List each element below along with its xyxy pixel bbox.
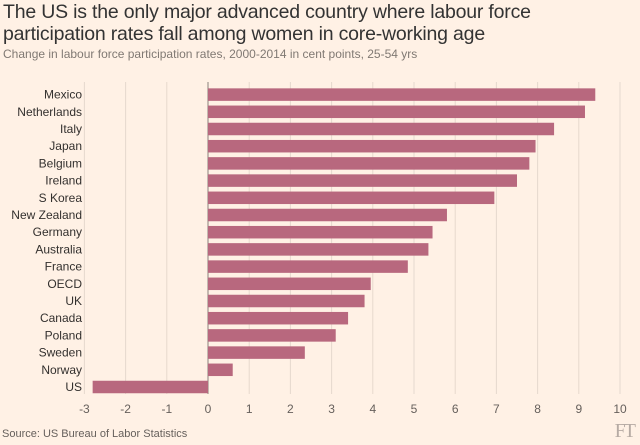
x-tick-label: -2 bbox=[120, 402, 131, 416]
category-label: Japan bbox=[49, 139, 82, 153]
x-tick-label: 10 bbox=[613, 402, 627, 416]
bar bbox=[208, 329, 336, 342]
x-tick-label: 7 bbox=[493, 402, 500, 416]
category-label: Belgium bbox=[39, 156, 82, 170]
chart-subtitle: Change in labour force participation rat… bbox=[3, 47, 418, 61]
bar bbox=[208, 139, 536, 153]
category-label: Ireland bbox=[45, 174, 82, 188]
bar bbox=[208, 243, 429, 256]
bar bbox=[208, 346, 305, 359]
bar bbox=[208, 191, 495, 205]
x-tick-label: 1 bbox=[246, 402, 253, 416]
category-label: Australia bbox=[35, 242, 82, 256]
category-label: Norway bbox=[41, 363, 82, 377]
x-tick-label: 4 bbox=[369, 402, 376, 416]
bar bbox=[208, 225, 433, 239]
category-label: Netherlands bbox=[17, 105, 82, 119]
x-tick-label: 9 bbox=[575, 402, 582, 416]
bar bbox=[208, 208, 447, 222]
category-label: UK bbox=[65, 294, 82, 308]
bar bbox=[208, 260, 408, 273]
x-tick-label: 6 bbox=[452, 402, 459, 416]
category-label: Italy bbox=[60, 122, 82, 136]
bar bbox=[208, 105, 585, 119]
chart-source: Source: US Bureau of Labor Statistics bbox=[2, 428, 188, 440]
x-tick-label: -3 bbox=[79, 402, 90, 416]
chart-title: The US is the only major advanced countr… bbox=[3, 1, 531, 45]
category-label: S Korea bbox=[39, 191, 83, 205]
category-label: New Zealand bbox=[11, 208, 82, 222]
category-label: Sweden bbox=[39, 346, 82, 360]
bar bbox=[208, 294, 365, 308]
category-label: Poland bbox=[45, 328, 82, 342]
x-tick-label: 2 bbox=[287, 402, 294, 416]
category-label: OECD bbox=[47, 277, 82, 291]
category-label: Mexico bbox=[44, 88, 82, 102]
ft-logo: FT bbox=[614, 420, 636, 442]
bar bbox=[208, 174, 517, 187]
category-label: Germany bbox=[33, 225, 82, 239]
category-label: France bbox=[45, 260, 83, 274]
bar bbox=[208, 311, 349, 325]
bar bbox=[208, 88, 596, 101]
category-label: US bbox=[65, 380, 82, 394]
bar bbox=[208, 122, 555, 136]
bar bbox=[92, 380, 208, 394]
x-tick-label: 8 bbox=[534, 402, 541, 416]
x-tick-label: -1 bbox=[161, 402, 172, 416]
x-tick-label: 0 bbox=[205, 402, 212, 416]
category-label: Canada bbox=[40, 311, 82, 325]
bar bbox=[208, 157, 530, 170]
x-tick-label: 5 bbox=[411, 402, 418, 416]
x-tick-label: 3 bbox=[328, 402, 335, 416]
bar bbox=[208, 363, 233, 377]
bar bbox=[208, 277, 371, 291]
